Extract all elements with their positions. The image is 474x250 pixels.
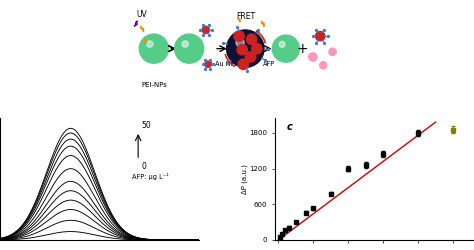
- Circle shape: [237, 44, 247, 55]
- Circle shape: [246, 52, 255, 62]
- Text: Ab-Au NPs: Ab-Au NPs: [204, 61, 238, 67]
- Text: +: +: [297, 42, 308, 56]
- Polygon shape: [134, 21, 137, 26]
- Text: AFP: AFP: [263, 61, 275, 67]
- Circle shape: [252, 44, 262, 54]
- Circle shape: [205, 61, 211, 67]
- Text: AFP: μg L⁻¹: AFP: μg L⁻¹: [132, 173, 168, 180]
- Text: FRET: FRET: [236, 12, 255, 21]
- Circle shape: [316, 32, 325, 41]
- Circle shape: [202, 26, 210, 34]
- Circle shape: [246, 34, 257, 44]
- Text: c: c: [287, 122, 292, 132]
- Circle shape: [236, 38, 244, 47]
- Circle shape: [146, 41, 153, 47]
- Circle shape: [329, 48, 336, 56]
- Text: 50: 50: [141, 121, 151, 130]
- Text: PEI-NPs: PEI-NPs: [141, 82, 167, 88]
- Polygon shape: [141, 26, 144, 32]
- Text: UV: UV: [136, 10, 147, 19]
- Circle shape: [279, 41, 285, 47]
- Circle shape: [174, 34, 204, 63]
- Circle shape: [273, 35, 300, 62]
- Polygon shape: [262, 21, 264, 27]
- Circle shape: [309, 53, 317, 61]
- Text: 0: 0: [141, 162, 146, 171]
- Circle shape: [319, 62, 327, 69]
- Circle shape: [234, 31, 244, 42]
- Circle shape: [139, 34, 168, 63]
- Polygon shape: [238, 17, 240, 22]
- Circle shape: [238, 59, 248, 70]
- Y-axis label: ΔP (a.u.): ΔP (a.u.): [241, 164, 248, 194]
- Circle shape: [182, 41, 188, 47]
- Circle shape: [227, 30, 264, 67]
- Polygon shape: [145, 39, 146, 44]
